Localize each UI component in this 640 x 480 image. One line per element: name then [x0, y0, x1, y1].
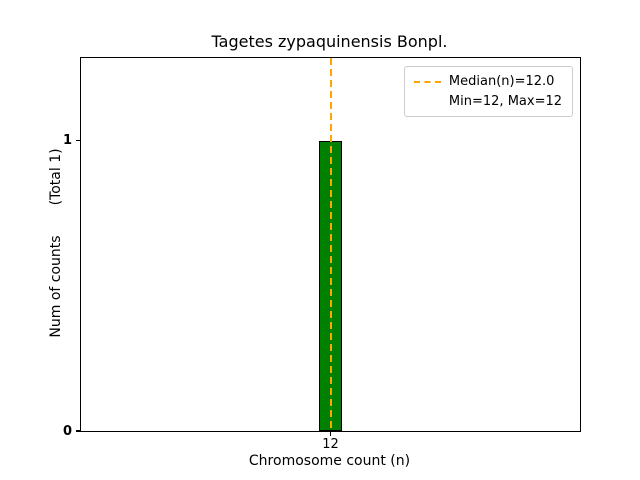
- legend-label-minmax: Min=12, Max=12: [448, 94, 562, 109]
- legend-item-minmax: Min=12, Max=12: [414, 94, 562, 109]
- x-axis-label: Chromosome count (n): [248, 453, 411, 469]
- y-axis-label-main: Num of counts: [48, 235, 64, 338]
- chart-title: Tagetes zypaquinensis Bonpl.: [211, 32, 448, 51]
- y-tick-label: 0: [62, 423, 72, 439]
- x-tick-mark: [329, 432, 332, 436]
- plot-area: Median(n)=12.0 Min=12, Max=12: [80, 57, 581, 432]
- y-tick-mark: [76, 139, 80, 142]
- median-line: [329, 58, 332, 431]
- legend: Median(n)=12.0 Min=12, Max=12: [403, 66, 573, 117]
- y-tick-mark: [76, 430, 80, 432]
- y-axis-label: Num of counts (Total 1): [48, 148, 64, 337]
- legend-sample-empty: [414, 101, 441, 103]
- legend-label-median: Median(n)=12.0: [448, 74, 555, 89]
- y-tick-label: 1: [62, 133, 72, 149]
- y-axis-label-total: (Total 1): [48, 148, 64, 206]
- median-dashed-line-sample: [413, 80, 441, 83]
- x-tick-label: 12: [322, 437, 339, 452]
- legend-item-median: Median(n)=12.0: [413, 74, 562, 89]
